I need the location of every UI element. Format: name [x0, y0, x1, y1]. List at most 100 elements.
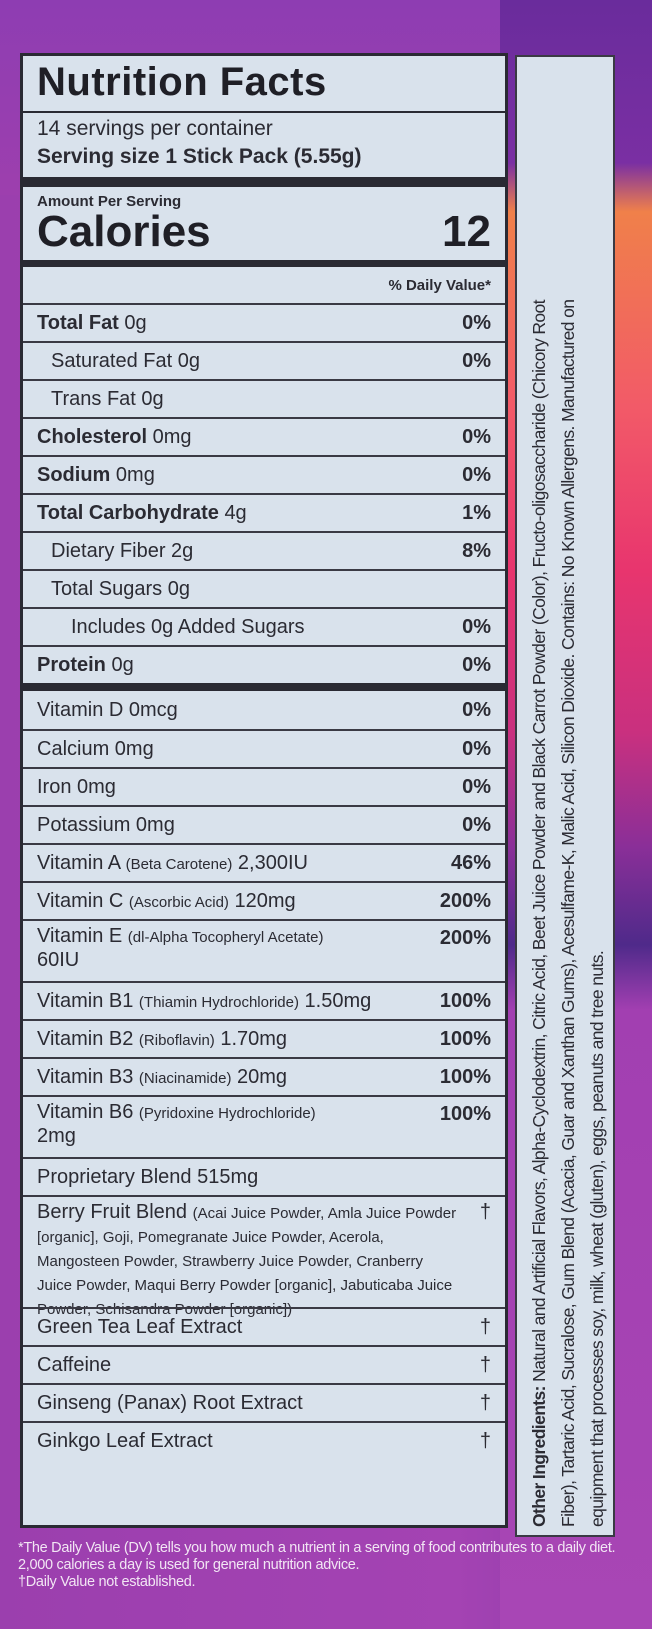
calories-label: Calories: [37, 207, 211, 256]
vitamin-name: Vitamin C: [37, 889, 124, 912]
serving-size: Serving size 1 Stick Pack (5.55g): [37, 145, 362, 168]
servings-per-container: 14 servings per container: [37, 117, 273, 140]
nutrient-amount: 0g: [111, 653, 134, 676]
blend-item-row: Ginkgo Leaf Extract †: [23, 1421, 505, 1459]
nutrient-row: Total Sugars 0g: [23, 569, 505, 607]
vitamin-source: (Riboflavin): [138, 1031, 215, 1049]
vitamin-row: Vitamin B6 (Pyridoxine Hydrochloride) 2m…: [23, 1095, 505, 1157]
nutrient-name: Total Sugars: [51, 577, 163, 600]
vitamin-row: Vitamin D 0mcg 0%: [23, 691, 505, 729]
nutrient-amount: 0mg: [152, 425, 192, 448]
nutrient-name: Cholesterol: [37, 425, 148, 448]
vitamin-row: Calcium 0mg 0%: [23, 729, 505, 767]
nutrient-daily-value: 0%: [462, 349, 491, 372]
ingredients-label: Other Ingredients:: [529, 1386, 549, 1527]
nutrient-daily-value: 0%: [462, 653, 491, 676]
vitamin-source: (Beta Carotene): [125, 855, 233, 873]
blend-item-name: Ginkgo Leaf Extract: [37, 1429, 213, 1452]
nutrition-facts-panel: Nutrition Facts 14 servings per containe…: [20, 53, 508, 1528]
vitamin-row: Potassium 0mg 0%: [23, 805, 505, 843]
vitamin-name: Vitamin E: [37, 925, 123, 947]
nutrient-name: Total Fat: [37, 311, 119, 334]
berry-blend-name: Berry Fruit Blend: [37, 1201, 188, 1223]
vitamin-daily-value: 200%: [439, 927, 491, 949]
vitamin-source: (Ascorbic Acid): [128, 893, 229, 911]
berry-blend-dv: †: [479, 1201, 491, 1223]
vitamin-amount: 20mg: [237, 1065, 288, 1088]
nutrient-name: Total Carbohydrate: [37, 501, 219, 524]
nutrient-row: Protein 0g 0%: [23, 645, 505, 683]
vitamin-amount: 1.50mg: [304, 989, 372, 1012]
nutrient-daily-value: 0%: [462, 615, 491, 638]
daily-value-footnote: *The Daily Value (DV) tells you how much…: [18, 1540, 616, 1573]
vitamin-name: Vitamin B1: [37, 989, 134, 1012]
ingredients-line-3: equipment that processes soy, milk, whea…: [587, 950, 607, 1527]
nutrient-daily-value: 0%: [462, 311, 491, 334]
ingredients-line-2: Fiber), Tartaric Acid, Sucralose, Gum Bl…: [558, 299, 578, 1527]
nutrient-row: Includes 0g Added Sugars 0%: [23, 607, 505, 645]
vitamin-amount: 2mg: [37, 1125, 76, 1147]
calories-value: 12: [442, 207, 491, 256]
dagger-footnote: †Daily Value not established.: [18, 1574, 196, 1590]
nutrient-row: Saturated Fat 0g 0%: [23, 341, 505, 379]
proprietary-blend-title: Proprietary Blend 515mg: [37, 1165, 259, 1188]
vitamin-amount: 120mg: [234, 889, 296, 912]
vitamin-name: Vitamin B2: [37, 1027, 134, 1050]
nutrient-amount: 0g: [141, 387, 164, 410]
vitamin-row: Vitamin B2 (Riboflavin) 1.70mg 100%: [23, 1019, 505, 1057]
nutrient-daily-value: 8%: [462, 539, 491, 562]
nutrient-row: Sodium 0mg 0%: [23, 455, 505, 493]
vitamin-source: (Pyridoxine Hydrochloride): [138, 1105, 316, 1122]
vitamin-source: (Niacinamide): [138, 1069, 232, 1087]
blend-item-dv: †: [479, 1391, 491, 1414]
nutrient-name: Trans Fat: [51, 387, 136, 410]
vitamin-daily-value: 0%: [462, 737, 491, 760]
ingredients-line-1: Natural and Artificial Flavors, Alpha-Cy…: [529, 300, 549, 1382]
vitamin-name: Vitamin D 0mcg: [37, 698, 178, 721]
vitamin-daily-value: 100%: [439, 1027, 491, 1050]
footnote: *The Daily Value (DV) tells you how much…: [18, 1540, 638, 1591]
nutrient-row: Total Carbohydrate 4g 1%: [23, 493, 505, 531]
nutrient-row: Trans Fat 0g: [23, 379, 505, 417]
nutrient-row: Total Fat 0g 0%: [23, 303, 505, 341]
vitamin-daily-value: 0%: [462, 698, 491, 721]
nutrient-amount: 2g: [171, 539, 194, 562]
vitamin-daily-value: 100%: [439, 989, 491, 1012]
berry-blend-ingredients: (Acai Juice Powder, Amla Juice Powder [o…: [37, 1205, 457, 1318]
amount-per-serving: Amount Per Serving: [37, 193, 182, 210]
vitamin-daily-value: 200%: [439, 889, 491, 912]
vitamin-daily-value: 100%: [439, 1065, 491, 1088]
nutrient-name: Protein: [37, 653, 106, 676]
vitamin-source: (Thiamin Hydrochloride): [138, 993, 299, 1011]
nutrient-amount: 0g: [167, 577, 190, 600]
blend-item-row: Green Tea Leaf Extract †: [23, 1307, 505, 1345]
blend-item-name: Ginseng (Panax) Root Extract: [37, 1391, 303, 1414]
vitamin-daily-value: 0%: [462, 813, 491, 836]
panel-title: Nutrition Facts: [37, 60, 327, 104]
nutrient-amount: 4g: [224, 501, 247, 524]
vitamin-name: Iron 0mg: [37, 775, 116, 798]
vitamin-name: Vitamin A: [37, 851, 121, 874]
nutrient-name: Includes 0g Added Sugars: [71, 615, 305, 638]
nutrient-amount: 0g: [177, 349, 200, 372]
proprietary-blend-row: Proprietary Blend 515mg: [23, 1157, 505, 1195]
blend-item-dv: †: [479, 1429, 491, 1452]
vitamin-daily-value: 46%: [450, 851, 491, 874]
blend-item-dv: †: [479, 1353, 491, 1376]
nutrient-daily-value: 0%: [462, 463, 491, 486]
berry-blend-row: Berry Fruit Blend (Acai Juice Powder, Am…: [23, 1195, 505, 1318]
blend-item-name: Green Tea Leaf Extract: [37, 1315, 243, 1338]
vitamin-daily-value: 0%: [462, 775, 491, 798]
vitamin-row: Vitamin C (Ascorbic Acid) 120mg 200%: [23, 881, 505, 919]
blend-item-row: Caffeine †: [23, 1345, 505, 1383]
daily-value-header: % Daily Value*: [388, 276, 491, 294]
vitamin-row: Vitamin A (Beta Carotene) 2,300IU 46%: [23, 843, 505, 881]
vitamin-daily-value: 100%: [439, 1103, 491, 1125]
nutrient-amount: 0mg: [115, 463, 155, 486]
blend-item-dv: †: [479, 1315, 491, 1338]
blend-item-name: Caffeine: [37, 1353, 112, 1376]
vitamin-name: Vitamin B6: [37, 1101, 134, 1123]
vitamin-row: Vitamin B1 (Thiamin Hydrochloride) 1.50m…: [23, 981, 505, 1019]
other-ingredients-panel: Other Ingredients: Natural and Artificia…: [515, 55, 615, 1537]
nutrient-row: Cholesterol 0mg 0%: [23, 417, 505, 455]
